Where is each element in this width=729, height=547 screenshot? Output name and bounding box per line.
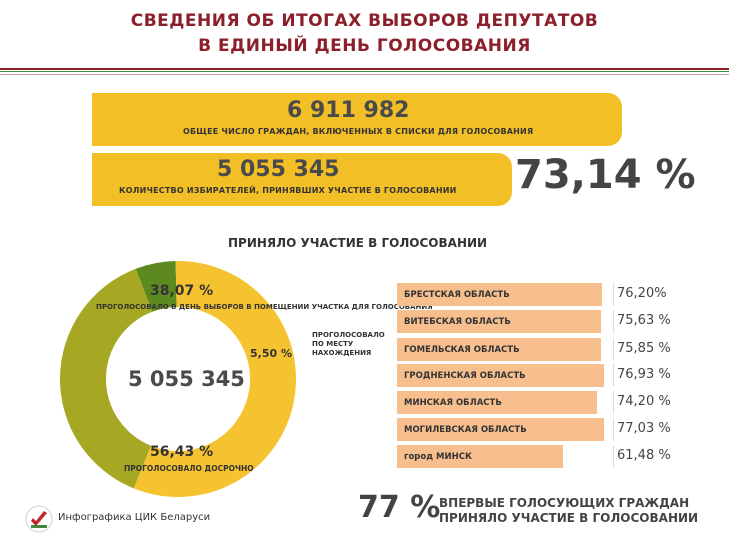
slice-caption-at-location-text: ПРОГОЛОСОВАЛО ПО МЕСТУ НАХОЖДЕНИЯ bbox=[312, 331, 385, 357]
turnout-percent: 73,14 % bbox=[515, 152, 696, 198]
voted-caption: КОЛИЧЕСТВО ИЗБИРАТЕЛЕЙ, ПРИНЯВШИХ УЧАСТИ… bbox=[119, 186, 457, 195]
first-time-voters-caption: ВПЕРВЫЕ ГОЛОСУЮЩИХ ГРАЖДАН ПРИНЯЛО УЧАСТ… bbox=[439, 496, 698, 526]
first-time-caption-line-1: ВПЕРВЫЕ ГОЛОСУЮЩИХ ГРАЖДАН bbox=[439, 496, 690, 510]
region-value: 75,85 % bbox=[617, 341, 671, 356]
region-value: 74,20 % bbox=[617, 394, 671, 409]
region-value: 76,20% bbox=[617, 286, 667, 301]
region-bar bbox=[397, 364, 604, 387]
slice-label-early: 56,43 % bbox=[150, 444, 214, 460]
slice-label-at-location: 5,50 % bbox=[250, 347, 292, 360]
voted-value: 5 055 345 bbox=[217, 157, 340, 182]
region-name: ВИТЕБСКАЯ ОБЛАСТЬ bbox=[404, 317, 511, 327]
page-title: СВЕДЕНИЯ ОБ ИТОГАХ ВЫБОРОВ ДЕПУТАТОВ В Е… bbox=[0, 9, 729, 59]
slice-caption-early: ПРОГОЛОСОВАЛО ДОСРОЧНО bbox=[124, 464, 254, 473]
slice-label-election-day: 38,07 % bbox=[150, 283, 214, 299]
region-value: 61,48 % bbox=[617, 448, 671, 463]
slice-caption-at-location: ПРОГОЛОСОВАЛО ПО МЕСТУ НАХОЖДЕНИЯ bbox=[312, 331, 387, 358]
slice-caption-election-day: ПРОГОЛОСОВАЛО В ДЕНЬ ВЫБОРОВ В ПОМЕЩЕНИИ… bbox=[96, 303, 433, 312]
title-line-1: СВЕДЕНИЯ ОБ ИТОГАХ ВЫБОРОВ ДЕПУТАТОВ bbox=[130, 11, 599, 31]
registered-value: 6 911 982 bbox=[287, 98, 410, 123]
region-value: 76,93 % bbox=[617, 367, 671, 382]
registered-bar bbox=[92, 93, 622, 146]
divider-green bbox=[0, 71, 729, 72]
region-name: ГРОДНЕНСКАЯ ОБЛАСТЬ bbox=[404, 371, 526, 381]
region-value-divider bbox=[613, 338, 614, 361]
divider-red-thin bbox=[0, 74, 729, 75]
region-bar bbox=[397, 391, 597, 414]
region-name: МОГИЛЕВСКАЯ ОБЛАСТЬ bbox=[404, 425, 527, 435]
region-name: БРЕСТСКАЯ ОБЛАСТЬ bbox=[404, 290, 510, 300]
region-bar bbox=[397, 338, 601, 361]
region-value: 75,63 % bbox=[617, 313, 671, 328]
registered-caption: ОБЩЕЕ ЧИСЛО ГРАЖДАН, ВКЛЮЧЕННЫХ В СПИСКИ… bbox=[183, 127, 534, 136]
section-title: ПРИНЯЛО УЧАСТИЕ В ГОЛОСОВАНИИ bbox=[228, 236, 488, 250]
region-bar bbox=[397, 310, 601, 333]
region-value-divider bbox=[613, 418, 614, 441]
first-time-voters-percent: 77 % bbox=[358, 490, 441, 525]
first-time-caption-line-2: ПРИНЯЛО УЧАСТИЕ В ГОЛОСОВАНИИ bbox=[439, 511, 699, 525]
donut-slice-early bbox=[133, 261, 296, 498]
region-bar bbox=[397, 445, 563, 468]
region-name: город МИНСК bbox=[404, 452, 472, 462]
region-value-divider bbox=[613, 445, 614, 468]
region-value-divider bbox=[613, 391, 614, 414]
region-value: 77,03 % bbox=[617, 421, 671, 436]
donut-slice-election-day bbox=[60, 268, 153, 489]
region-name: ГОМЕЛЬСКАЯ ОБЛАСТЬ bbox=[404, 345, 520, 355]
region-value-divider bbox=[613, 364, 614, 387]
logo-text: Инфографика ЦИК Беларуси bbox=[58, 512, 211, 523]
region-bar bbox=[397, 283, 602, 306]
donut-slice-at-location bbox=[135, 261, 177, 312]
donut-center-value: 5 055 345 bbox=[128, 367, 245, 391]
cec-logo-icon bbox=[25, 505, 53, 533]
region-value-divider bbox=[613, 310, 614, 333]
region-value-divider bbox=[613, 283, 614, 306]
divider-red bbox=[0, 68, 729, 70]
voted-bar bbox=[92, 153, 512, 206]
region-name: МИНСКАЯ ОБЛАСТЬ bbox=[404, 398, 502, 408]
turnout-donut-chart bbox=[60, 261, 296, 498]
slice-caption-election-day-text: ПРОГОЛОСОВАЛО В ДЕНЬ ВЫБОРОВ В ПОМЕЩЕНИИ… bbox=[96, 303, 433, 311]
region-bar bbox=[397, 418, 604, 441]
title-line-2: В ЕДИНЫЙ ДЕНЬ ГОЛОСОВАНИЯ bbox=[198, 36, 531, 56]
